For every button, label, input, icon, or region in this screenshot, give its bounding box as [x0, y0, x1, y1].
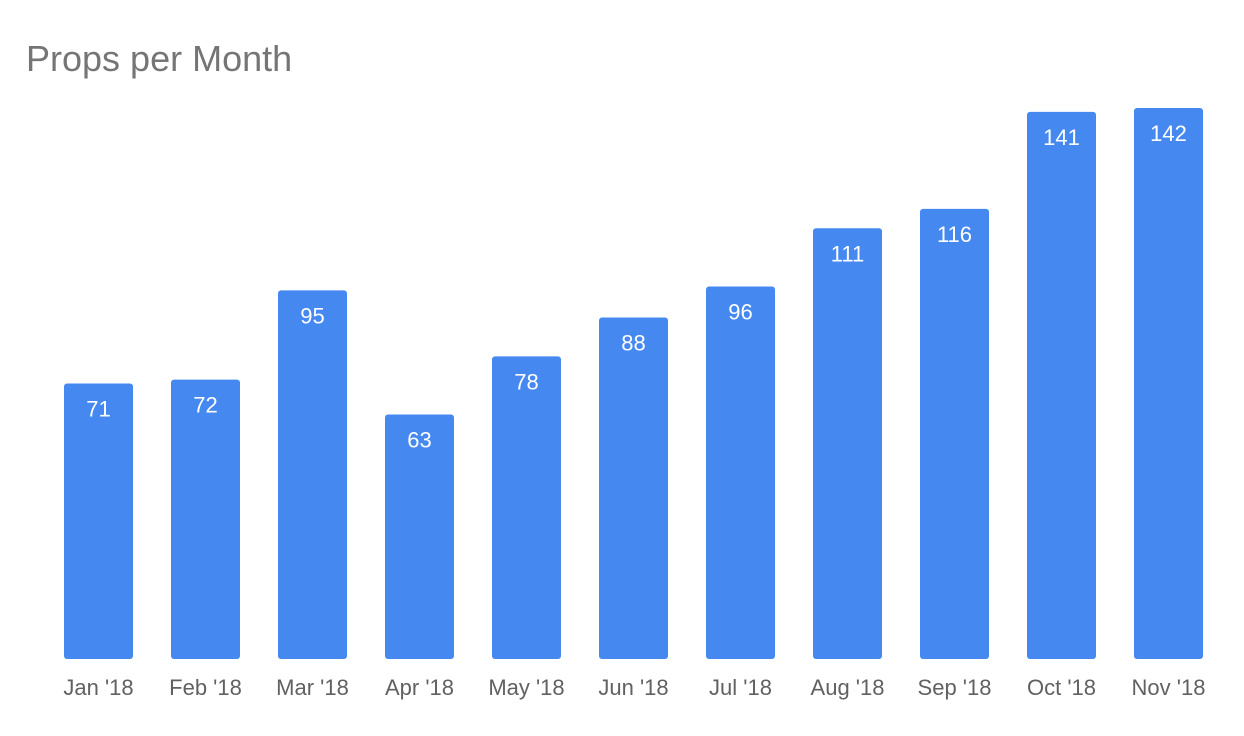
x-tick-label: Sep '18 [918, 675, 992, 700]
bar-value-label: 63 [407, 428, 431, 453]
x-tick-label: Feb '18 [169, 675, 242, 700]
x-tick-label: Nov '18 [1132, 675, 1206, 700]
chart-title: Props per Month [26, 38, 293, 79]
bar-value-label: 88 [621, 331, 645, 356]
bar [920, 208, 989, 659]
bar [1134, 108, 1203, 659]
x-axis-ticks-group: Jan '18 Feb '18 Mar '18 Apr '18 May '18 Jun '… [63, 675, 1205, 700]
x-tick-label: Jul '18 [709, 675, 772, 700]
bar [1027, 111, 1096, 659]
bar-value-label: 71 [86, 397, 110, 422]
bar-value-label: 116 [937, 222, 972, 247]
x-tick-label: Aug '18 [811, 675, 885, 700]
x-tick-label: Jan '18 [63, 675, 133, 700]
bar-value-label: 72 [193, 393, 217, 418]
bar-value-label: 111 [831, 241, 864, 266]
bar [64, 383, 133, 659]
bar [492, 356, 561, 659]
bar [706, 286, 775, 659]
bar-value-label: 141 [1043, 125, 1080, 150]
data-labels-group: 71 72 95 63 78 88 96 111 116 141 142 [86, 121, 1187, 453]
x-tick-label: Mar '18 [276, 675, 349, 700]
bar-value-label: 96 [728, 299, 752, 324]
bar [599, 317, 668, 659]
bar [385, 414, 454, 659]
x-tick-label: Oct '18 [1027, 675, 1096, 700]
x-tick-label: Jun '18 [598, 675, 668, 700]
bar-value-label: 95 [300, 303, 324, 328]
bars-group [64, 108, 1203, 660]
x-tick-label: May '18 [488, 675, 564, 700]
bar-value-label: 142 [1150, 121, 1187, 146]
bar-value-label: 78 [514, 369, 538, 394]
bar [171, 379, 240, 659]
bar [278, 290, 347, 659]
x-tick-label: Apr '18 [385, 675, 454, 700]
bar [813, 228, 882, 660]
